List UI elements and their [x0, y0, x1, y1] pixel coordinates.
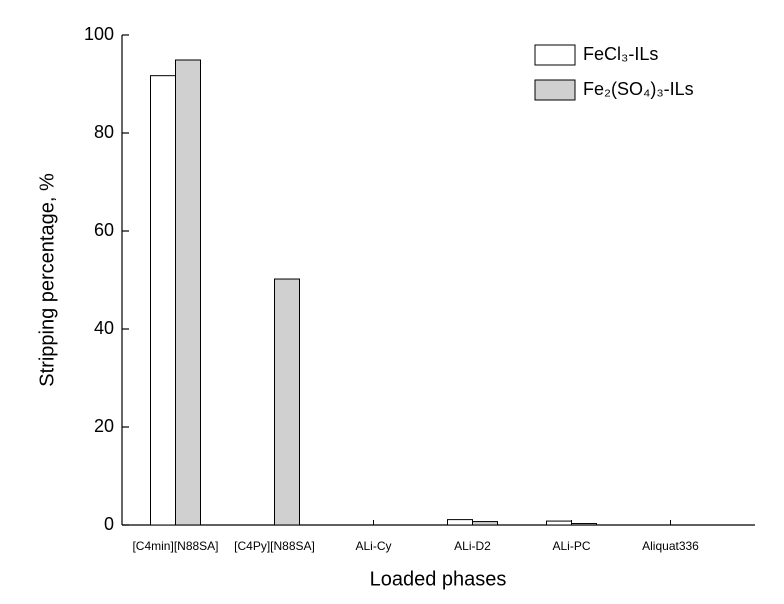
y-tick-label: 80 [94, 122, 114, 142]
bar [571, 523, 597, 526]
y-tick-label: 60 [94, 220, 114, 240]
x-axis-label: Loaded phases [370, 568, 507, 590]
y-tick-label: 0 [104, 514, 114, 534]
bar [175, 59, 201, 526]
x-tick-label: Aliquat336 [642, 539, 699, 553]
bar [546, 520, 572, 526]
bar [472, 521, 498, 526]
legend-swatch [534, 79, 576, 101]
legend-swatch [534, 44, 576, 66]
x-tick-label: [C4min][N88SA] [132, 539, 218, 553]
bar [150, 75, 176, 526]
x-tick-label: ALi-D2 [454, 539, 491, 553]
x-tick-label: [C4Py][N88SA] [234, 539, 315, 553]
legend-label: FeCl₃-ILs [583, 44, 658, 64]
bar [274, 278, 300, 526]
y-axis-label: Stripping percentage, % [36, 173, 58, 387]
y-tick-label: 20 [94, 416, 114, 436]
bar [447, 519, 473, 526]
x-tick-label: ALi-PC [552, 539, 590, 553]
y-tick-label: 40 [94, 318, 114, 338]
x-tick-label: ALi-Cy [355, 539, 391, 553]
y-tick-label: 100 [84, 24, 114, 44]
legend-label: Fe₂(SO₄)₃-ILs [583, 79, 694, 99]
